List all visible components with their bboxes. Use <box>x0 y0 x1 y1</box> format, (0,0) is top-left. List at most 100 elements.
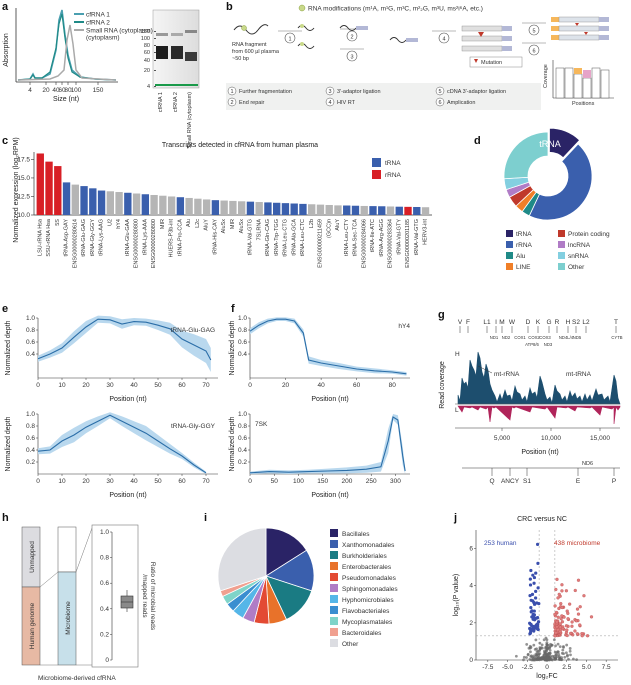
c-legend: tRNA rRNA <box>372 158 402 179</box>
g-top-genes: V F L1 I M W D K G R H S2 L2 T ND1 ND2 COX1 COX2 COX3 ND4L/… <box>458 319 623 347</box>
h-ytick: 1.0 <box>100 529 109 536</box>
a-xtick: 20 <box>42 87 50 94</box>
a-line-cfrna2 <box>17 13 117 81</box>
e-glu-xtick: 60 <box>178 382 186 389</box>
j-point-ns <box>522 658 525 662</box>
j-point-ns <box>522 655 526 659</box>
c-bar <box>316 204 325 215</box>
g-sub-gene: ND2 <box>502 335 511 340</box>
g-l: L <box>455 407 459 414</box>
j-point-ns <box>535 653 539 657</box>
c-xlabel: tRNA-Val-GTG <box>248 219 254 255</box>
j-point-microbiome <box>566 617 570 621</box>
b-legend-text: End repair <box>239 100 265 106</box>
j-point-microbiome <box>573 629 577 633</box>
c-bar <box>124 192 132 215</box>
j-point-microbiome <box>554 631 558 635</box>
c-xlabel: tRNA-Gly-GGY <box>90 219 96 257</box>
i-legend-item: Bacteroidales <box>342 630 382 637</box>
j-point-ns <box>532 643 536 647</box>
j-point-microbiome <box>573 588 577 593</box>
c-bar <box>334 205 342 215</box>
b-legend-box <box>226 83 541 110</box>
j-point-microbiome <box>560 605 564 610</box>
j-ytick: 6 <box>469 546 473 553</box>
f-7sk-xtick: 50 <box>271 478 279 485</box>
j-point-human <box>529 605 533 610</box>
j-point-ns <box>556 650 560 654</box>
g-sub-gene: ND4L/4 <box>559 335 574 340</box>
j-point-ns <box>550 643 554 647</box>
b-fragment-1: RNA fragment <box>232 42 267 48</box>
d-slice <box>549 127 581 159</box>
f-7sk-title: 7SK <box>255 421 268 428</box>
d-donut <box>503 127 593 221</box>
i-legend-item: Mycoplasmatales <box>342 619 393 626</box>
c-bar <box>378 206 386 215</box>
f-7sk-xtick: 250 <box>366 478 377 485</box>
f-7sk-xtick: 0 <box>248 478 252 485</box>
j-point-human <box>530 628 534 632</box>
b-step-number: 1 <box>288 36 291 42</box>
panel-e-label: e <box>2 303 8 315</box>
j-point-human <box>535 624 540 628</box>
panel-c-ylabel: Normalized expression (log₂RPM) <box>13 137 20 242</box>
h-human: Human genome <box>29 602 36 649</box>
j-point-ns <box>545 638 549 642</box>
g-top-gene: L2 <box>582 319 590 326</box>
a-xtick: 150 <box>93 87 104 94</box>
j-point-ns <box>555 655 559 659</box>
e-glu-band <box>38 315 211 372</box>
c-xlabel: AluSx <box>239 219 245 234</box>
j-point-human <box>531 573 535 577</box>
c-xlabel: 5S <box>55 219 61 226</box>
j-point-microbiome <box>575 607 580 611</box>
panel-j: j CRC versus NC -7.5 -5.0 -2.5 0 2.5 5.0 7.5 0 2… <box>453 512 618 680</box>
j-point-microbiome <box>570 620 574 624</box>
i-legend-item: Xanthomonadales <box>342 542 395 549</box>
b-fragment-3: ~50 bp <box>232 56 249 62</box>
e-glu-line <box>37 318 212 361</box>
e-gly-line <box>37 414 207 474</box>
panel-a-label: a <box>2 1 9 13</box>
c-bar <box>299 203 307 215</box>
panel-i: i Bacillales Xanthomonadales Burkholderial… <box>204 512 398 648</box>
j-point-ns <box>556 642 560 646</box>
j-point-human <box>534 589 538 593</box>
a-legend-3b: (cytoplasm) <box>86 35 120 42</box>
b-step-circle <box>346 50 358 62</box>
panel-j-label: j <box>453 512 457 524</box>
f-plots: 0 20 40 60 80 0.4 0.6 0.8 1.0 hY4 0 50 100 150 200 250 3… <box>229 315 410 499</box>
f-hy4-ytick: 0.8 <box>238 327 247 334</box>
j-point-ns <box>544 649 548 653</box>
j-point-microbiome <box>558 629 562 634</box>
e-glu-ytick: 0.4 <box>26 351 35 358</box>
a-xtick: 60 <box>58 87 66 94</box>
c-xlabel: tRNA-His-CAY <box>212 219 218 255</box>
gel-lane-labels: cfRNA 1 cfRNA 2 Small RNA (cytoplasm) <box>158 92 193 149</box>
j-point-ns <box>562 652 565 656</box>
c-bar <box>45 161 53 215</box>
c-xlabel: HERV3-int <box>423 219 429 245</box>
c-bar <box>115 192 123 215</box>
c-ytick: 10.0 <box>17 212 30 219</box>
g-top-gene: I <box>495 319 497 326</box>
gel-lane-label: cfRNA 1 <box>158 92 164 112</box>
j-point-ns <box>531 656 535 660</box>
c-bar <box>421 207 430 215</box>
h-microbiome: Microbiome <box>65 601 72 635</box>
d-center-label: tRNA <box>539 139 561 149</box>
g-top-gene: F <box>466 319 470 326</box>
c-bar <box>264 202 272 215</box>
e-gly-xtick: 30 <box>106 478 114 485</box>
panel-d: d tRNA tRNA Protein coding rRNA lncRNA Alu sn… <box>474 127 610 271</box>
c-xlabel: tRNA-Ile-ATC <box>370 219 376 252</box>
j-point-human <box>530 592 535 596</box>
j-point-microbiome <box>558 622 562 626</box>
c-bar <box>176 197 185 215</box>
h-ratio-2: /mapped reads <box>141 574 148 618</box>
b-legend-num: 4 <box>328 100 331 106</box>
f-hy4-xtick: 40 <box>317 382 325 389</box>
j-xlabel: log₂FC <box>536 673 557 680</box>
